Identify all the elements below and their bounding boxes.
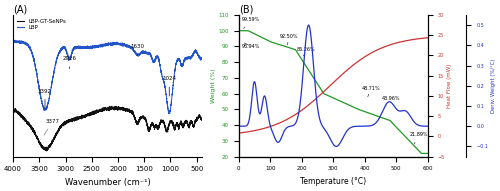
Text: 99.59%: 99.59%	[242, 17, 260, 28]
Text: 1024: 1024	[162, 76, 176, 96]
Text: 96.94%: 96.94%	[242, 43, 260, 49]
Text: 21.89%: 21.89%	[410, 132, 428, 144]
Text: (B): (B)	[238, 4, 253, 14]
Y-axis label: Weight (%): Weight (%)	[210, 68, 216, 103]
Text: 3377: 3377	[44, 119, 60, 135]
Text: 48.71%: 48.71%	[362, 86, 380, 97]
Y-axis label: Heat Flow (mW): Heat Flow (mW)	[448, 64, 452, 108]
Text: 86.26%: 86.26%	[297, 47, 316, 56]
Text: 2926: 2926	[62, 56, 76, 69]
Legend: LBP-GT-SeNPs, LBP: LBP-GT-SeNPs, LBP	[16, 18, 67, 31]
Y-axis label: Deriv. Weight (%/°C): Deriv. Weight (%/°C)	[491, 59, 496, 113]
Text: 3392: 3392	[38, 89, 52, 109]
X-axis label: Temperature (°C): Temperature (°C)	[300, 177, 366, 186]
Text: 43.96%: 43.96%	[382, 96, 400, 106]
Text: 1630: 1630	[130, 44, 144, 55]
X-axis label: Wavenumber (cm⁻¹): Wavenumber (cm⁻¹)	[64, 178, 150, 187]
Text: (A): (A)	[13, 4, 28, 14]
Text: 92.50%: 92.50%	[280, 34, 298, 45]
